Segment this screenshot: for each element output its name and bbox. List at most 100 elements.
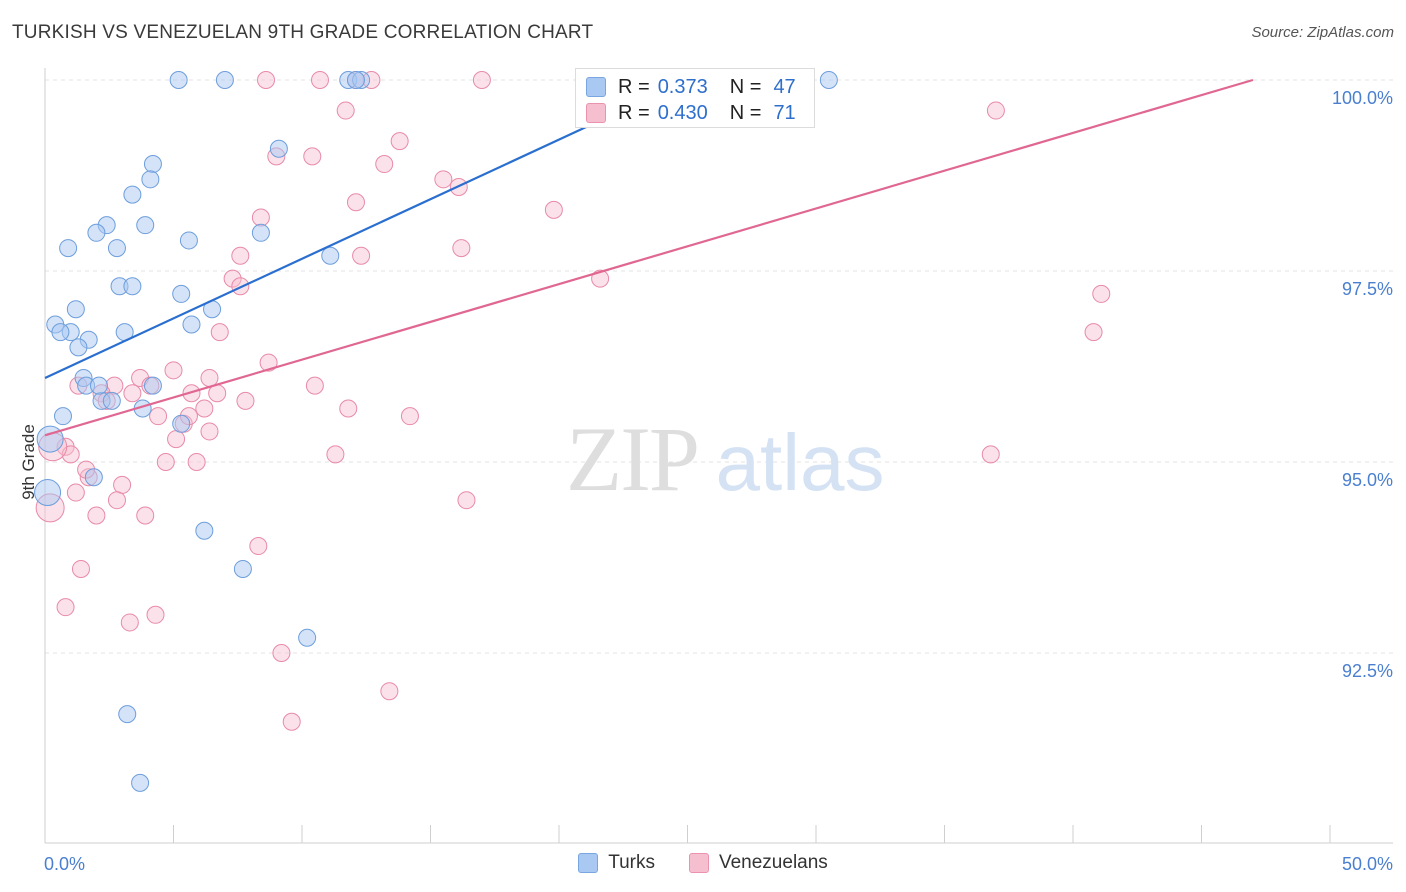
turks-point — [321, 246, 340, 265]
venezuelans-point — [390, 132, 409, 151]
turks-point — [51, 323, 70, 342]
turks-point — [118, 705, 137, 724]
venezuelans-point — [149, 407, 168, 426]
legend-turks-label: Turks — [608, 852, 655, 873]
venezuelans-point — [452, 239, 471, 258]
turks-point — [346, 71, 365, 89]
venezuelans-point — [339, 399, 358, 418]
turks-point — [136, 216, 155, 235]
venezuelans-point — [380, 682, 399, 701]
venezuelans-point — [544, 200, 563, 219]
r-label: R = — [618, 101, 650, 124]
venezuelans-point — [591, 269, 610, 288]
venezuelans-point — [375, 155, 394, 174]
venezuelans-n-value: 71 — [773, 101, 796, 124]
turks-point — [179, 231, 198, 250]
venezuelans-point — [107, 491, 126, 510]
turks-point — [123, 277, 142, 296]
x-tick-label: 0.0% — [44, 854, 85, 874]
turks-point — [123, 185, 142, 204]
venezuelans-point — [1092, 284, 1111, 303]
turks-point — [819, 71, 838, 89]
venezuelans-point — [259, 353, 278, 372]
y-tick-label: 95.0% — [1342, 470, 1393, 490]
venezuelans-point — [223, 269, 242, 288]
stats-row-venezuelans: R = 0.430 N = 71 — [586, 101, 796, 125]
venezuelans-point — [272, 644, 291, 662]
turks-point — [172, 414, 191, 433]
venezuelans-point — [352, 246, 371, 265]
watermark: ZIP atlas — [566, 408, 884, 510]
venezuelans-point — [87, 506, 106, 525]
axes — [44, 68, 1393, 844]
venezuelans-point — [303, 147, 322, 166]
venezuelans-point — [164, 361, 183, 380]
turks-point — [89, 376, 108, 395]
venezuelans-point — [113, 475, 132, 494]
turks-point — [269, 139, 288, 158]
y-tick-label: 100.0% — [1332, 88, 1393, 108]
turks-point — [233, 559, 252, 578]
legend-turks-swatch — [578, 853, 599, 873]
stats-row-turks: R = 0.373 N = 47 — [586, 75, 796, 99]
venezuelans-point — [310, 71, 329, 89]
venezuelans-point — [71, 559, 90, 578]
venezuelans-point — [146, 605, 165, 624]
n-label: N = — [729, 75, 762, 98]
turks-point — [141, 170, 160, 189]
venezuelans-point — [167, 430, 186, 449]
turks-trend-line — [44, 79, 688, 379]
legend-item-venezuelans[interactable]: Venezuelans — [688, 852, 828, 874]
turks-point — [251, 223, 270, 242]
venezuelans-point — [66, 483, 85, 502]
x-tick-label: 50.0% — [1342, 854, 1393, 874]
n-label: N = — [729, 101, 762, 124]
turks-point — [143, 155, 162, 174]
venezuelans-point — [187, 453, 206, 471]
r-label: R = — [618, 75, 650, 98]
bottom-legend: Turks Venezuelans — [0, 852, 1406, 874]
turks-r-value: 0.373 — [657, 75, 708, 98]
venezuelans-swatch — [586, 103, 606, 123]
venezuelans-point — [282, 712, 301, 731]
turks-point — [298, 628, 317, 647]
turks-point — [143, 376, 162, 395]
venezuelans-point — [200, 422, 219, 441]
y-tick-label: 97.5% — [1342, 279, 1393, 299]
turks-point — [169, 71, 188, 89]
venezuelans-point — [56, 598, 75, 617]
turks-point — [215, 71, 234, 89]
turks-n-value: 47 — [773, 75, 796, 98]
venezuelans-point — [136, 506, 155, 525]
turks-point — [53, 407, 72, 426]
venezuelans-r-value: 0.430 — [657, 101, 708, 124]
turks-point — [59, 239, 78, 258]
turks-point — [172, 284, 191, 303]
chart-title: TURKISH VS VENEZUELAN 9TH GRADE CORRELAT… — [12, 22, 594, 43]
venezuelans-point — [123, 384, 142, 403]
venezuelans-point — [336, 101, 355, 120]
venezuelans-point — [305, 376, 324, 395]
turks-point — [107, 239, 126, 258]
turks-point — [195, 521, 214, 540]
turks-point — [102, 391, 121, 410]
venezuelans-point — [231, 246, 250, 265]
source-label: Source: ZipAtlas.com — [1251, 24, 1394, 41]
watermark-atlas: atlas — [716, 418, 885, 507]
venezuelans-point — [986, 101, 1005, 120]
venezuelans-point — [156, 453, 175, 471]
legend-item-turks[interactable]: Turks — [578, 852, 655, 874]
turks-swatch — [586, 77, 606, 97]
watermark-zip: ZIP — [566, 408, 698, 510]
turks-points — [34, 71, 838, 792]
venezuelans-point — [200, 368, 219, 387]
venezuelans-point — [400, 407, 419, 426]
turks-point — [66, 300, 85, 319]
tick-labels: 100.0% 97.5% 95.0% 92.5% 0.0% 50.0% — [44, 88, 1393, 874]
venezuelans-point — [251, 208, 270, 227]
y-axis-label: 9th Grade — [19, 424, 38, 500]
turks-point — [69, 338, 88, 357]
turks-point — [131, 773, 150, 792]
stats-legend: R = 0.373 N = 47 R = 0.430 N = 71 — [575, 68, 815, 128]
venezuelans-point — [981, 445, 1000, 464]
